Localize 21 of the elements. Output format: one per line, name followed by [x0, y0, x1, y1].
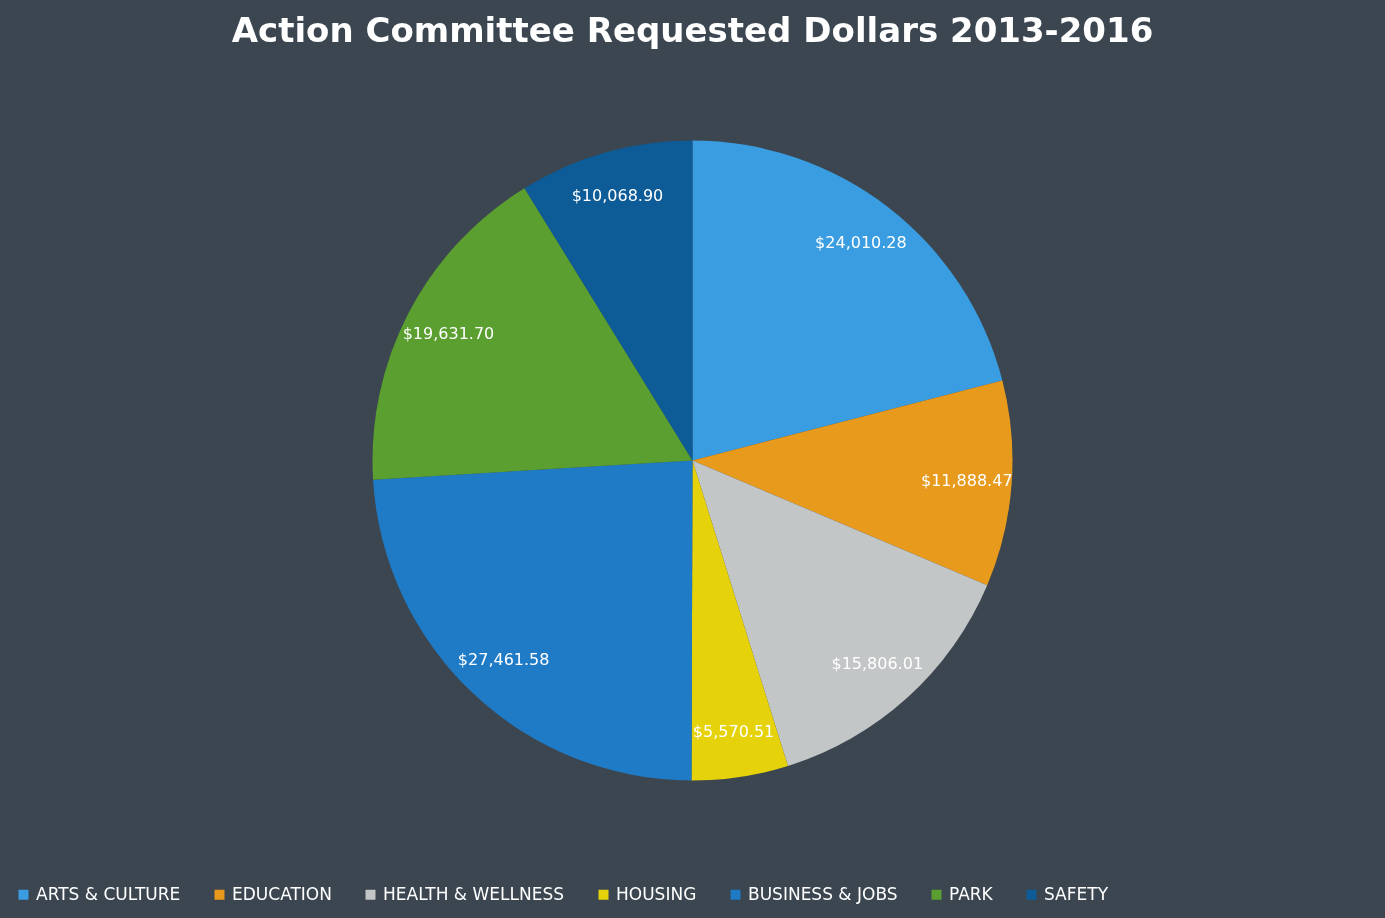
- data-label: $27,461.58: [457, 650, 550, 670]
- chart-title: Action Committee Requested Dollars 2013-2016: [231, 10, 1154, 50]
- data-label: $19,631.70: [402, 323, 495, 343]
- legend-label: SAFETY: [1044, 883, 1109, 904]
- pie-slice: [692, 380, 1013, 586]
- pie-slice: [373, 460, 693, 781]
- data-label: $5,570.51: [692, 722, 775, 742]
- data-label: $15,806.01: [831, 654, 924, 674]
- legend-label: EDUCATION: [232, 883, 332, 904]
- pie-slice: [524, 140, 693, 461]
- legend-label: HOUSING: [616, 883, 697, 904]
- legend-label: ARTS & CULTURE: [36, 883, 181, 904]
- legend-label: BUSINESS & JOBS: [748, 883, 898, 904]
- data-label: $11,888.47: [920, 470, 1013, 490]
- data-label: $24,010.28: [815, 233, 907, 253]
- pie-slice: [373, 188, 693, 480]
- data-label: $10,068.90: [571, 185, 664, 205]
- pie-slice: [692, 140, 1003, 461]
- legend-label: HEALTH & WELLNESS: [383, 883, 565, 904]
- legend-label: PARK: [949, 883, 994, 904]
- pie-slice: [691, 460, 788, 781]
